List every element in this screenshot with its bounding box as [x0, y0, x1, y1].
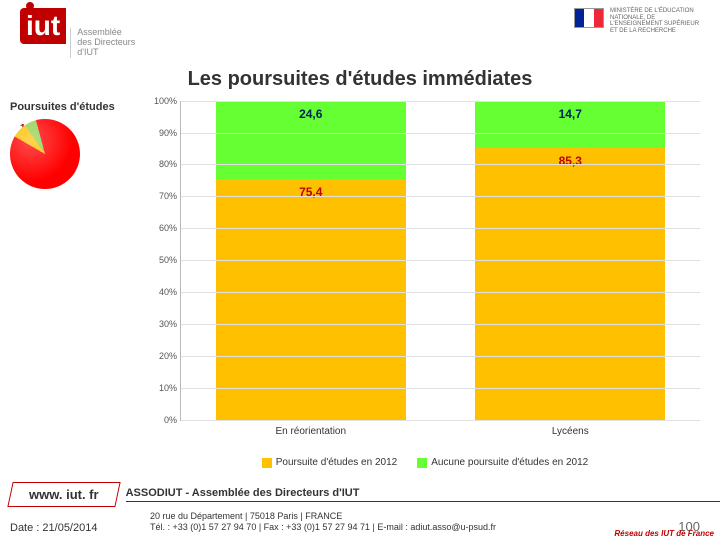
y-tick-label: 20% — [159, 351, 181, 361]
logo-right: MINISTÈRE DE L'ÉDUCATION NATIONALE, DE L… — [574, 8, 700, 34]
url-box: www. iut. fr — [7, 482, 120, 507]
y-tick-label: 90% — [159, 128, 181, 138]
grid-line — [181, 101, 700, 102]
footer: www. iut. fr ASSODIUT - Assemblée des Di… — [0, 482, 720, 540]
bar-chart: 75,424,6En réorientation85,314,7Lycéens … — [140, 101, 710, 471]
logo-sub-text: Assembléedes Directeursd'IUT — [70, 28, 135, 58]
sidebar-title: Poursuites d'études — [10, 101, 140, 113]
grid-line — [181, 388, 700, 389]
date-text: Date : 21/05/2014 — [10, 522, 150, 534]
y-tick-label: 30% — [159, 319, 181, 329]
address-line-2: Tél. : +33 (0)1 57 27 94 70 | Fax : +33 … — [150, 522, 678, 534]
address-block: 20 rue du Département | 75018 Paris | FR… — [150, 511, 678, 534]
pie-chart: 19 012 — [10, 119, 120, 189]
grid-line — [181, 133, 700, 134]
legend-item: Poursuite d'études en 2012 — [262, 457, 397, 468]
grid-line — [181, 420, 700, 421]
grid-line — [181, 260, 700, 261]
legend-label: Poursuite d'études en 2012 — [276, 457, 397, 468]
content: Poursuites d'études 19 012 75,424,6En ré… — [0, 101, 720, 471]
logo-left: iut Assembléedes Directeursd'IUT — [20, 8, 135, 58]
legend-swatch — [262, 458, 272, 468]
grid-line — [181, 164, 700, 165]
grid-line — [181, 196, 700, 197]
segment-value-label: 14,7 — [475, 107, 665, 121]
sidebar: Poursuites d'études 19 012 — [10, 101, 140, 471]
legend-item: Aucune poursuite d'études en 2012 — [417, 457, 588, 468]
france-flag-icon — [574, 8, 604, 28]
address-line-1: 20 rue du Département | 75018 Paris | FR… — [150, 511, 678, 523]
bar-segment: 14,7 — [475, 101, 665, 148]
legend: Poursuite d'études en 2012 Aucune poursui… — [140, 457, 710, 471]
header: iut Assembléedes Directeursd'IUT MINISTÈ… — [0, 0, 720, 58]
segment-value-label: 85,3 — [475, 154, 665, 168]
grid-line — [181, 356, 700, 357]
y-tick-label: 100% — [154, 96, 181, 106]
bar-segment: 24,6 — [216, 101, 406, 179]
legend-label: Aucune poursuite d'études en 2012 — [431, 457, 588, 468]
segment-value-label: 24,6 — [216, 107, 406, 121]
y-tick-label: 60% — [159, 223, 181, 233]
footer-top: www. iut. fr ASSODIUT - Assemblée des Di… — [0, 482, 720, 507]
y-tick-label: 70% — [159, 191, 181, 201]
url-text: www. iut. fr — [29, 487, 99, 502]
y-tick-label: 80% — [159, 159, 181, 169]
y-tick-label: 40% — [159, 287, 181, 297]
footer-bottom: Date : 21/05/2014 20 rue du Département … — [0, 507, 720, 540]
y-tick-label: 50% — [159, 255, 181, 265]
pie-graphic — [10, 119, 80, 189]
y-tick-label: 10% — [159, 383, 181, 393]
iut-logo: iut Assembléedes Directeursd'IUT — [20, 8, 135, 58]
ministry-text: MINISTÈRE DE L'ÉDUCATION NATIONALE, DE L… — [610, 8, 700, 34]
bar-segment: 75,4 — [216, 179, 406, 420]
logo-main-text: iut — [20, 8, 66, 44]
x-axis-label: Lycéens — [380, 420, 720, 437]
page-title: Les poursuites d'études immédiates — [0, 68, 720, 91]
plot-area: 75,424,6En réorientation85,314,7Lycéens … — [180, 101, 700, 421]
reseau-text: Réseau des IUT de France — [614, 529, 714, 538]
bar-segment: 85,3 — [475, 148, 665, 420]
asso-text: ASSODIUT - Assemblée des Directeurs d'IU… — [126, 487, 720, 502]
grid-line — [181, 324, 700, 325]
asso-line: ASSODIUT - Assemblée des Directeurs d'IU… — [126, 487, 720, 502]
grid-line — [181, 228, 700, 229]
y-tick-label: 0% — [164, 415, 181, 425]
grid-line — [181, 292, 700, 293]
legend-swatch — [417, 458, 427, 468]
